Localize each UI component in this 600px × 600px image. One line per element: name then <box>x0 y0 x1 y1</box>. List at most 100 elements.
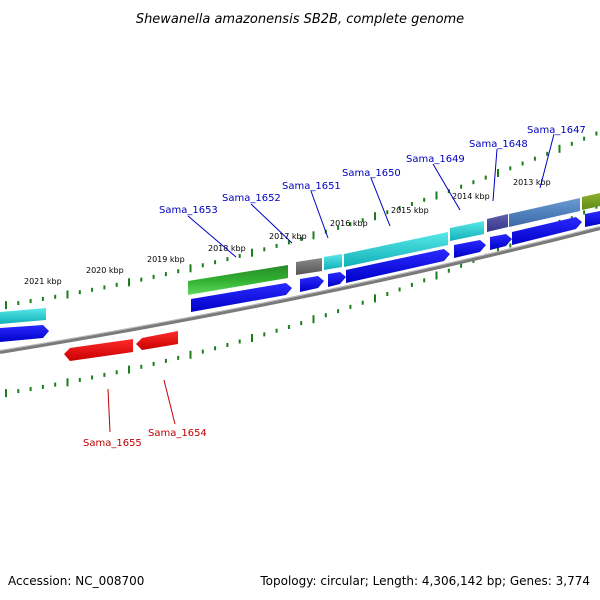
major-tick <box>66 290 69 299</box>
major-tick <box>374 212 376 221</box>
major-tick <box>128 278 130 287</box>
minor-tick <box>398 206 401 211</box>
minor-tick <box>226 257 229 262</box>
major-tick <box>66 378 69 387</box>
minor-tick <box>238 253 241 258</box>
minor-tick <box>447 268 450 273</box>
major-tick <box>374 294 376 303</box>
minor-tick <box>17 389 20 394</box>
kbp-label-2021: 2021 kbp <box>24 277 62 286</box>
minor-tick <box>361 218 364 223</box>
feature-box <box>0 308 46 324</box>
minor-tick <box>275 243 278 248</box>
minor-tick <box>201 349 204 354</box>
topology-text: Topology: circular; Length: 4,306,142 bp… <box>260 574 590 588</box>
major-tick <box>251 334 253 342</box>
minor-tick <box>41 296 44 301</box>
major-tick <box>189 264 192 273</box>
forward-cds-arrow <box>328 272 346 287</box>
accession-text: Accession: NC_008700 <box>8 574 145 588</box>
kbp-label-2020: 2020 kbp <box>86 266 124 275</box>
minor-tick <box>349 222 352 227</box>
feature-box <box>324 254 342 270</box>
minor-tick <box>164 272 167 277</box>
minor-tick <box>17 301 20 306</box>
minor-tick <box>287 325 290 329</box>
feature-box <box>344 232 448 267</box>
minor-tick <box>361 300 364 305</box>
minor-tick <box>410 282 413 287</box>
gene-label-sama-1654[interactable]: Sama_1654 <box>148 428 207 439</box>
minor-tick <box>177 269 180 274</box>
forward-cds-arrow <box>191 283 292 312</box>
kbp-label-2018: 2018 kbp <box>208 244 246 253</box>
major-tick <box>312 231 315 240</box>
gene-label-sama-1649[interactable]: Sama_1649 <box>406 154 465 165</box>
reverse-cds-arrow <box>64 339 133 361</box>
major-tick <box>189 350 192 359</box>
minor-tick <box>140 364 143 369</box>
gene-label-sama-1648[interactable]: Sama_1648 <box>469 139 528 150</box>
gene-label-sama-1651[interactable]: Sama_1651 <box>282 181 341 192</box>
minor-tick <box>595 131 598 136</box>
minor-tick <box>509 166 512 171</box>
minor-tick <box>386 292 389 296</box>
reverse-label-leaders <box>107 379 176 433</box>
minor-tick <box>460 184 463 189</box>
gene-label-sama-1650[interactable]: Sama_1650 <box>342 168 401 179</box>
minor-tick <box>91 375 94 380</box>
minor-tick <box>41 384 44 389</box>
minor-tick <box>164 358 167 363</box>
map-title: Shewanella amazonensis SB2B, complete ge… <box>136 12 464 27</box>
minor-tick <box>324 313 327 318</box>
kbp-label-2013: 2013 kbp <box>513 178 551 187</box>
kbp-label-2019: 2019 kbp <box>147 255 185 264</box>
feature-box <box>188 265 288 295</box>
forward-cds-arrow <box>0 325 49 342</box>
minor-tick <box>78 377 81 382</box>
forward-cds-arrow <box>300 276 324 292</box>
minor-tick <box>300 236 303 241</box>
minor-tick <box>263 247 266 252</box>
gene-label-sama-1647[interactable]: Sama_1647 <box>527 125 586 136</box>
major-tick <box>558 144 561 153</box>
minor-tick <box>263 332 266 337</box>
minor-tick <box>177 355 180 360</box>
outer-tick-track <box>5 131 598 310</box>
minor-tick <box>78 290 81 295</box>
forward-cds-arrow <box>490 234 512 250</box>
feature-box <box>582 193 600 210</box>
minor-tick <box>29 299 32 303</box>
major-tick <box>312 315 315 324</box>
minor-tick <box>103 285 106 290</box>
kbp-label-2017: 2017 kbp <box>269 232 307 241</box>
reverse-cds-arrow <box>136 331 178 350</box>
minor-tick <box>54 382 57 387</box>
minor-tick <box>103 372 106 377</box>
forward-cds-arrow <box>512 217 582 245</box>
forward-cds-arrow <box>585 211 600 227</box>
major-tick <box>497 246 499 255</box>
minor-tick <box>423 197 426 202</box>
minor-tick <box>54 294 57 299</box>
minor-tick <box>275 328 278 333</box>
feature-box <box>509 198 580 227</box>
minor-tick <box>300 321 303 326</box>
gene-label-sama-1652[interactable]: Sama_1652 <box>222 193 281 204</box>
major-tick <box>497 169 499 177</box>
genome-backbone-highlight <box>0 226 600 351</box>
minor-tick <box>29 387 32 391</box>
major-tick <box>251 248 253 257</box>
minor-tick <box>152 361 155 366</box>
minor-tick <box>337 225 340 230</box>
minor-tick <box>337 309 340 314</box>
minor-tick <box>533 156 536 161</box>
minor-tick <box>226 343 229 347</box>
forward-cds-arrow <box>454 240 486 258</box>
minor-tick <box>484 175 487 180</box>
minor-tick <box>509 243 512 248</box>
minor-tick <box>287 240 290 245</box>
gene-label-sama-1653[interactable]: Sama_1653 <box>159 205 218 216</box>
gene-label-sama-1655[interactable]: Sama_1655 <box>83 438 142 449</box>
